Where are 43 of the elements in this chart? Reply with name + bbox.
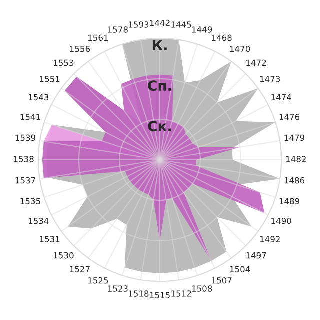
spoke-label: 1486 — [284, 177, 305, 184]
spoke-label: 1479 — [284, 134, 305, 142]
spoke-label: 1541 — [20, 114, 40, 120]
spoke-label: 1543 — [28, 94, 49, 101]
spoke-label: 1508 — [192, 286, 212, 292]
spoke-label: 1476 — [280, 114, 300, 120]
spoke-label: 1593 — [129, 22, 149, 28]
spoke-label: 1556 — [70, 46, 90, 52]
spoke-label: 1472 — [246, 60, 266, 66]
spoke-label: 1482 — [286, 156, 306, 162]
spoke-label: 1507 — [212, 277, 232, 284]
spoke-label: 1490 — [272, 218, 292, 224]
spoke-label: 1512 — [172, 290, 192, 297]
spoke-label: 1561 — [88, 34, 108, 42]
spoke-label: 1530 — [54, 252, 74, 259]
spoke-label: 1538 — [14, 156, 34, 162]
spoke-label: 1515 — [150, 292, 170, 299]
spoke-label: 1473 — [260, 76, 280, 82]
spoke-label: 1531 — [40, 236, 60, 242]
spoke-label: 1525 — [88, 277, 108, 284]
spoke-label: 1527 — [70, 266, 90, 273]
spoke-label: 1489 — [280, 198, 300, 204]
spoke-label: 1523 — [108, 286, 128, 292]
spoke-label: 1497 — [246, 252, 266, 259]
spoke-label: 1578 — [108, 26, 128, 33]
spoke-label: 1539 — [16, 134, 36, 142]
spoke-label: 1449 — [192, 26, 212, 33]
spoke-label: 1442 — [150, 20, 170, 26]
spoke-label: 1468 — [212, 34, 232, 42]
spoke-label: 1445 — [172, 22, 192, 28]
y-tick-label: К. — [152, 40, 167, 50]
spoke-label: 1504 — [230, 266, 250, 273]
spoke-label: 1551 — [40, 76, 60, 82]
spoke-label: 1534 — [28, 218, 49, 224]
y-tick-label: Ск. — [148, 121, 172, 132]
spoke-label: 1537 — [16, 177, 36, 184]
spoke-label: 1470 — [230, 46, 250, 52]
spoke-label: 1535 — [20, 198, 40, 204]
spoke-label: 1518 — [129, 290, 149, 297]
spoke-label: 1474 — [272, 94, 292, 100]
y-tick-label: Сп. — [148, 80, 172, 92]
spoke-label: 1492 — [260, 236, 280, 242]
spoke-label: 1553 — [54, 60, 74, 66]
